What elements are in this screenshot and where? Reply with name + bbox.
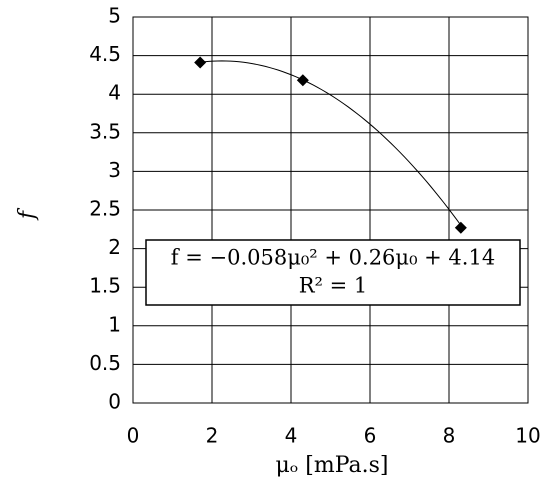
y-tick-label: 4.5 <box>89 42 121 66</box>
x-tick-label: 4 <box>285 424 298 448</box>
data-point <box>296 74 309 87</box>
data-point <box>454 221 467 234</box>
trendline-r2: R² = 1 <box>299 274 368 298</box>
y-tick-label: 0.5 <box>89 351 121 375</box>
x-tick-label: 6 <box>364 424 377 448</box>
trendline-equation: f = −0.058μ₀² + 0.26μ₀ + 4.14 <box>171 246 495 270</box>
x-tick-label: 0 <box>127 424 140 448</box>
data-point <box>194 56 207 69</box>
y-tick-label: 1 <box>108 312 121 336</box>
y-tick-label: 2.5 <box>89 197 121 221</box>
equation-box <box>145 239 521 306</box>
y-tick-label: 3.5 <box>89 119 121 143</box>
y-tick-label: 1.5 <box>89 274 121 298</box>
y-tick-label: 4 <box>108 81 121 105</box>
y-axis-label: f <box>15 207 40 221</box>
y-tick-label: 2 <box>108 235 121 259</box>
y-tick-label: 3 <box>108 158 121 182</box>
y-tick-label: 0 <box>108 390 121 414</box>
y-tick-label: 5 <box>108 4 121 28</box>
x-tick-label: 2 <box>206 424 219 448</box>
x-axis-label: μₒ [mPa.s] <box>275 453 388 478</box>
plot-border <box>132 16 529 404</box>
x-tick-label: 8 <box>443 424 456 448</box>
x-tick-label: 10 <box>515 424 540 448</box>
trendline <box>200 60 462 226</box>
